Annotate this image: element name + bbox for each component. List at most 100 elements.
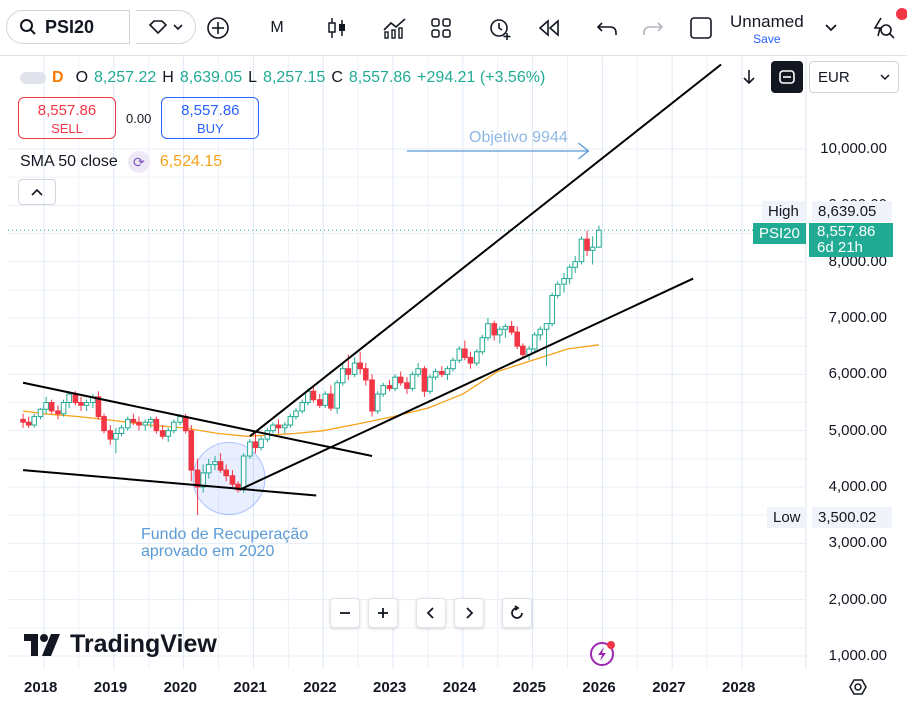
tradingview-logo-icon [24, 633, 60, 656]
redo-icon [643, 22, 664, 35]
tradingview-wordmark: TradingView [70, 630, 217, 658]
candle-body [159, 430, 166, 437]
zoom-in-button[interactable] [368, 598, 398, 628]
quick-search-button[interactable] [866, 12, 898, 44]
sma-label: SMA 50 close [20, 153, 118, 170]
settings-hexagon-icon [849, 679, 867, 695]
candle-body [316, 399, 323, 406]
candle-body [101, 416, 107, 432]
candle-body [444, 368, 451, 375]
candle-body [456, 348, 463, 361]
descending-resistance-line [22, 381, 373, 457]
sma-value: 6,524.15 [159, 153, 223, 170]
candle-body [48, 402, 55, 412]
layout-name-button[interactable]: Unnamed Save [730, 12, 804, 46]
chart-area[interactable]: D O 8,257.22 H 8,639.05 L 8,257.15 C 8,557.8… [0, 57, 907, 708]
download-button[interactable] [733, 61, 765, 93]
add-symbol-button[interactable] [202, 12, 234, 44]
sma-legend[interactable]: SMA 50 close ⟳ 6,524.15 [20, 151, 222, 173]
arrow-down-icon [743, 70, 755, 85]
news-flash-button[interactable] [589, 640, 617, 673]
candle-body [561, 278, 567, 285]
low-tag-label: Low [767, 507, 807, 528]
reset-icon [511, 605, 523, 619]
layout-menu-button[interactable] [820, 12, 842, 44]
buy-price: 8,557.86 [181, 102, 240, 119]
data-feed-letter: D [52, 69, 64, 86]
candle-body [78, 402, 84, 406]
candle-body [55, 410, 61, 415]
indicators-icon [383, 18, 406, 39]
interval-button[interactable]: M [270, 19, 284, 36]
chart-canvas[interactable] [0, 57, 907, 708]
alarm-clock-plus-icon [490, 19, 511, 40]
candle-body [223, 469, 229, 477]
sync-icon[interactable]: ⟳ [127, 151, 150, 173]
price-axis-label: 7,000.00 [828, 309, 887, 326]
chart-type-button[interactable] [322, 12, 352, 44]
currency-select[interactable]: EUR [809, 61, 899, 93]
reset-chart-button[interactable] [502, 598, 532, 628]
buy-button[interactable]: 8,557.86 BUY [161, 97, 260, 139]
high-value: 8,639.05 [179, 69, 243, 86]
candle-body [212, 461, 218, 465]
replay-button[interactable] [534, 12, 564, 44]
candle-body [473, 351, 480, 364]
price-axis-label: 4,000.00 [828, 478, 887, 495]
candle-body [275, 424, 282, 429]
auto-scale-button[interactable] [771, 61, 803, 93]
symbol-search[interactable]: PSI20 [6, 10, 130, 44]
legend-toggle-pill[interactable] [20, 72, 46, 84]
candle-body [205, 463, 212, 474]
objective-annotation[interactable]: Objetivo 9944 [469, 129, 568, 146]
candle-body [20, 418, 26, 423]
descending-support-line [22, 469, 317, 497]
candle-body [554, 283, 561, 296]
zoom-out-button[interactable] [330, 598, 360, 628]
sell-button[interactable]: 8,557.86 SELL [18, 97, 116, 139]
candle-body [293, 410, 299, 418]
candle-body [72, 393, 79, 403]
open-label: O [75, 69, 89, 86]
candle-body [397, 376, 404, 384]
symbol-price-tag: PSI20 [753, 223, 806, 244]
fullscreen-box-button[interactable] [686, 12, 716, 44]
candle-body [31, 416, 38, 426]
time-axis-label: 2025 [512, 679, 546, 696]
currency-value: EUR [818, 68, 850, 86]
candle-body [171, 421, 177, 432]
high-label: H [162, 69, 174, 86]
collapse-legend-button[interactable] [18, 179, 56, 205]
candle-body [502, 325, 509, 330]
candle-body [235, 483, 241, 491]
scale-icon [779, 70, 795, 84]
compare-symbol-button[interactable] [136, 10, 196, 44]
tradingview-logo[interactable]: TradingView [24, 630, 217, 659]
redo-button[interactable] [638, 12, 668, 44]
lightning-circle-icon [590, 641, 615, 666]
candle-body [409, 373, 416, 389]
candle-body [450, 359, 456, 370]
minus-icon [340, 612, 350, 614]
candle-body [247, 441, 253, 457]
spread-value: 0.00 [126, 110, 152, 126]
candle-body [531, 334, 538, 350]
candle-body [467, 356, 474, 364]
upper-channel-line [249, 63, 722, 438]
navigation-controls [330, 598, 532, 628]
alert-button[interactable] [484, 12, 516, 44]
low-label: L [248, 69, 258, 86]
time-axis-label: 2021 [233, 679, 267, 696]
candles-icon [328, 18, 345, 38]
scroll-left-button[interactable] [416, 598, 446, 628]
recovery-fund-annotation[interactable]: Fundo de Recuperação aprovado em 2020 [141, 526, 308, 560]
layouts-button[interactable] [426, 12, 456, 44]
indicators-button[interactable] [380, 12, 410, 44]
chevron-left-icon [426, 607, 434, 619]
chart-settings-button[interactable] [848, 677, 868, 702]
last-price: 8,557.86 [817, 223, 876, 240]
candle-body [258, 438, 264, 449]
scroll-right-button[interactable] [454, 598, 484, 628]
lightning-search-icon [873, 17, 895, 39]
undo-button[interactable] [592, 12, 622, 44]
